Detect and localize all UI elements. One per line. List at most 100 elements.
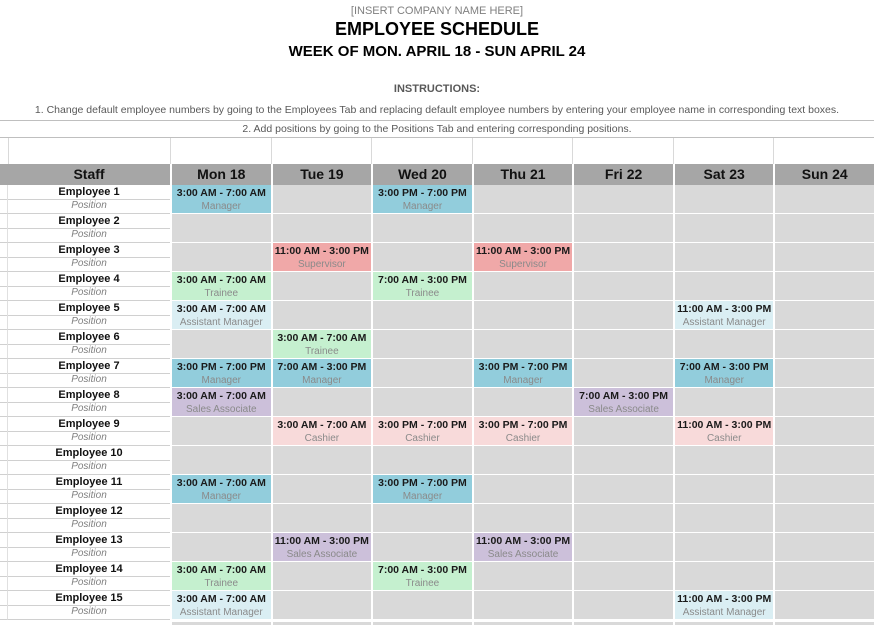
shift-cell[interactable]: 3:00 AM - 7:00 AM Manager (170, 185, 271, 214)
empty-schedule-cell[interactable] (170, 504, 271, 533)
shift-cell[interactable]: 11:00 AM - 3:00 PM Sales Associate (471, 533, 573, 562)
day-header-mon[interactable]: Mon 18 (170, 164, 271, 185)
employee-name-cell[interactable]: Employee 14 (8, 562, 170, 577)
empty-schedule-cell[interactable] (572, 243, 673, 272)
empty-schedule-cell[interactable] (672, 446, 774, 475)
employee-name-cell[interactable]: Employee 15 (8, 591, 170, 606)
empty-schedule-cell[interactable] (170, 243, 271, 272)
empty-schedule-cell[interactable] (773, 620, 874, 625)
empty-schedule-cell[interactable] (773, 301, 874, 330)
empty-schedule-cell[interactable] (672, 185, 774, 214)
position-label-cell[interactable]: Position (71, 490, 107, 501)
empty-schedule-cell[interactable] (270, 475, 372, 504)
empty-schedule-cell[interactable] (572, 301, 673, 330)
position-label-cell[interactable]: Position (71, 200, 107, 211)
empty-schedule-cell[interactable] (471, 214, 573, 243)
shift-cell[interactable]: 3:00 AM - 7:00 AM Trainee (170, 562, 271, 591)
empty-schedule-cell[interactable] (672, 330, 774, 359)
empty-schedule-cell[interactable] (471, 591, 573, 620)
empty-schedule-cell[interactable] (773, 272, 874, 301)
empty-schedule-cell[interactable] (572, 446, 673, 475)
shift-cell[interactable]: 11:00 AM - 3:00 PM Cashier (672, 417, 774, 446)
empty-schedule-cell[interactable] (170, 417, 271, 446)
employee-name-cell[interactable]: Employee 2 (8, 214, 170, 229)
empty-schedule-cell[interactable] (773, 214, 874, 243)
empty-schedule-cell[interactable] (672, 620, 774, 625)
shift-cell[interactable]: 3:00 PM - 7:00 PM Manager (371, 475, 472, 504)
empty-schedule-cell[interactable] (270, 214, 372, 243)
shift-cell[interactable]: 3:00 PM - 7:00 PM Cashier (371, 417, 472, 446)
day-header-tue[interactable]: Tue 19 (270, 164, 372, 185)
shift-cell[interactable]: 3:00 AM - 7:00 AM Cashier (270, 417, 372, 446)
shift-cell[interactable]: 3:00 AM - 7:00 AM Sales Associate (170, 388, 271, 417)
shift-cell[interactable]: 3:00 AM - 7:00 AM Assistant Manager (170, 591, 271, 620)
empty-schedule-cell[interactable] (371, 446, 472, 475)
empty-schedule-cell[interactable] (270, 562, 372, 591)
empty-schedule-cell[interactable] (170, 446, 271, 475)
empty-schedule-cell[interactable] (471, 620, 573, 625)
empty-schedule-cell[interactable] (773, 185, 874, 214)
empty-schedule-cell[interactable] (471, 562, 573, 591)
employee-name-cell[interactable]: Employee 7 (8, 359, 170, 374)
employee-name-cell[interactable]: Employee 1 (8, 185, 170, 200)
position-label-cell[interactable]: Position (71, 403, 107, 414)
empty-schedule-cell[interactable] (270, 620, 372, 625)
shift-cell[interactable]: 11:00 AM - 3:00 PM Assistant Manager (672, 591, 774, 620)
staff-column-header[interactable]: Staff (73, 166, 105, 182)
employee-name-cell[interactable]: Employee 12 (8, 504, 170, 519)
empty-schedule-cell[interactable] (270, 591, 372, 620)
empty-schedule-cell[interactable] (773, 417, 874, 446)
empty-schedule-cell[interactable] (471, 330, 573, 359)
empty-schedule-cell[interactable] (572, 562, 673, 591)
company-name-placeholder[interactable]: [INSERT COMPANY NAME HERE] (350, 5, 524, 17)
empty-schedule-cell[interactable] (672, 504, 774, 533)
empty-schedule-cell[interactable] (672, 562, 774, 591)
empty-schedule-cell[interactable] (572, 272, 673, 301)
empty-schedule-cell[interactable] (371, 591, 472, 620)
empty-schedule-cell[interactable] (371, 620, 472, 625)
empty-schedule-cell[interactable] (170, 533, 271, 562)
position-label-cell[interactable]: Position (71, 345, 107, 356)
empty-schedule-cell[interactable] (773, 475, 874, 504)
shift-cell[interactable]: 7:00 AM - 3:00 PM Sales Associate (572, 388, 673, 417)
empty-schedule-cell[interactable] (371, 243, 472, 272)
day-header-wed[interactable]: Wed 20 (371, 164, 472, 185)
position-label-cell[interactable]: Position (71, 548, 107, 559)
empty-schedule-cell[interactable] (471, 475, 573, 504)
position-label-cell[interactable]: Position (71, 287, 107, 298)
empty-schedule-cell[interactable] (672, 388, 774, 417)
empty-schedule-cell[interactable] (672, 533, 774, 562)
empty-schedule-cell[interactable] (371, 359, 472, 388)
empty-schedule-cell[interactable] (773, 388, 874, 417)
empty-schedule-cell[interactable] (572, 591, 673, 620)
empty-schedule-cell[interactable] (672, 475, 774, 504)
shift-cell[interactable]: 3:00 AM - 7:00 AM Assistant Manager (170, 301, 271, 330)
empty-schedule-cell[interactable] (773, 562, 874, 591)
shift-cell[interactable]: 11:00 AM - 3:00 PM Assistant Manager (672, 301, 774, 330)
empty-schedule-cell[interactable] (270, 504, 372, 533)
empty-schedule-cell[interactable] (371, 214, 472, 243)
employee-name-cell[interactable]: Employee 13 (8, 533, 170, 548)
shift-cell[interactable]: 11:00 AM - 3:00 PM Supervisor (471, 243, 573, 272)
shift-cell[interactable]: 11:00 AM - 3:00 PM Sales Associate (270, 533, 372, 562)
empty-schedule-cell[interactable] (572, 359, 673, 388)
empty-schedule-cell[interactable] (471, 301, 573, 330)
empty-schedule-cell[interactable] (270, 301, 372, 330)
empty-schedule-cell[interactable] (572, 185, 673, 214)
shift-cell[interactable]: 3:00 AM - 7:00 AM Trainee (270, 330, 372, 359)
empty-schedule-cell[interactable] (672, 243, 774, 272)
empty-schedule-cell[interactable] (371, 388, 472, 417)
employee-name-cell[interactable]: Employee 5 (8, 301, 170, 316)
employee-name-cell[interactable]: Employee 9 (8, 417, 170, 432)
empty-schedule-cell[interactable] (270, 272, 372, 301)
empty-schedule-cell[interactable] (773, 533, 874, 562)
shift-cell[interactable]: 3:00 AM - 7:00 AM Trainee (170, 272, 271, 301)
empty-schedule-cell[interactable] (471, 446, 573, 475)
empty-schedule-cell[interactable] (371, 330, 472, 359)
employee-name-cell[interactable]: Employee 10 (8, 446, 170, 461)
position-label-cell[interactable]: Position (71, 316, 107, 327)
empty-schedule-cell[interactable] (270, 185, 372, 214)
shift-cell[interactable]: 11:00 AM - 3:00 PM Supervisor (270, 243, 372, 272)
empty-schedule-cell[interactable] (572, 417, 673, 446)
shift-cell[interactable]: 3:00 PM - 7:00 PM Manager (170, 359, 271, 388)
